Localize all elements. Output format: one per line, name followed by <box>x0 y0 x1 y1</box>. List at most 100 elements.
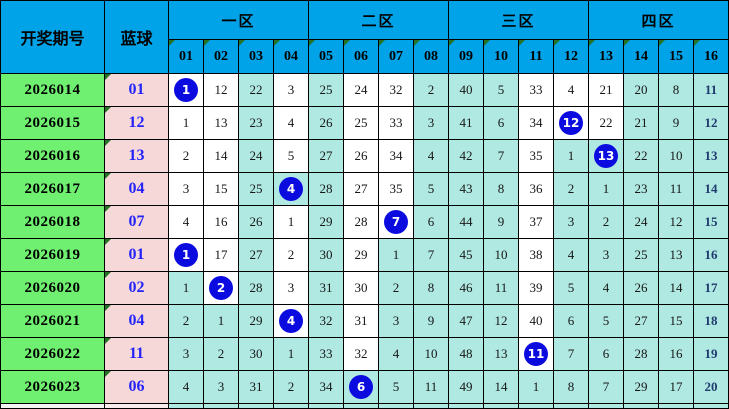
hit-ball-cell: 7 <box>379 206 414 239</box>
hit-ball-cell: 1 <box>169 239 204 272</box>
miss-cell: 6 <box>589 338 624 371</box>
miss-cell: 48 <box>449 338 484 371</box>
period-cell: 2026020 <box>1 272 105 305</box>
miss-cell: 47 <box>449 305 484 338</box>
miss-cell: 31 <box>239 371 274 404</box>
col-header-09: 09 <box>449 40 484 74</box>
hit-ball-cell: 4 <box>274 173 309 206</box>
miss-cell: 38 <box>519 239 554 272</box>
miss-cell: 16 <box>204 206 239 239</box>
miss-cell: 25 <box>309 74 344 107</box>
miss-cell: 20 <box>694 371 729 404</box>
hit-ball-circle: 6 <box>349 375 373 399</box>
col-header-11: 11 <box>519 40 554 74</box>
next-row-cell-sliver <box>379 404 414 409</box>
miss-cell: 17 <box>204 239 239 272</box>
miss-cell: 1 <box>589 173 624 206</box>
miss-cell: 24 <box>239 140 274 173</box>
miss-cell: 46 <box>449 272 484 305</box>
next-row-cell-sliver <box>204 404 239 409</box>
miss-cell: 14 <box>204 140 239 173</box>
miss-cell: 10 <box>659 140 694 173</box>
miss-cell: 26 <box>309 107 344 140</box>
miss-cell: 13 <box>694 140 729 173</box>
hit-ball-circle: 1 <box>174 78 198 102</box>
blue-ball-cell: 01 <box>105 74 169 107</box>
miss-cell: 14 <box>659 272 694 305</box>
miss-cell: 21 <box>624 107 659 140</box>
period-cell: 2026014 <box>1 74 105 107</box>
miss-cell: 33 <box>519 74 554 107</box>
hit-ball-cell: 12 <box>554 107 589 140</box>
miss-cell: 13 <box>484 338 519 371</box>
miss-cell: 15 <box>204 173 239 206</box>
miss-cell: 5 <box>589 305 624 338</box>
miss-cell: 27 <box>344 173 379 206</box>
next-row-cell-sliver <box>659 404 694 409</box>
period-cell: 2026022 <box>1 338 105 371</box>
miss-cell: 42 <box>449 140 484 173</box>
col-header-10: 10 <box>484 40 519 74</box>
hit-ball-circle: 2 <box>209 276 233 300</box>
hit-ball-circle: 12 <box>559 111 583 135</box>
hit-ball-circle: 7 <box>384 210 408 234</box>
col-header-01: 01 <box>169 40 204 74</box>
miss-cell: 24 <box>344 74 379 107</box>
hit-ball-circle: 4 <box>279 309 303 333</box>
miss-cell: 27 <box>624 305 659 338</box>
next-row-cell-sliver <box>274 404 309 409</box>
miss-cell: 11 <box>694 74 729 107</box>
blue-ball-cell: 06 <box>105 371 169 404</box>
miss-cell: 30 <box>309 239 344 272</box>
blue-ball-cell: 13 <box>105 140 169 173</box>
period-cell: 2026016 <box>1 140 105 173</box>
miss-cell: 35 <box>519 140 554 173</box>
miss-cell: 2 <box>554 173 589 206</box>
miss-cell: 3 <box>204 371 239 404</box>
miss-cell: 4 <box>379 338 414 371</box>
miss-cell: 40 <box>519 305 554 338</box>
miss-cell: 5 <box>274 140 309 173</box>
blue-ball-cell: 12 <box>105 107 169 140</box>
miss-cell: 27 <box>309 140 344 173</box>
col-header-12: 12 <box>554 40 589 74</box>
miss-cell: 10 <box>414 338 449 371</box>
next-row-cell-sliver <box>449 404 484 409</box>
miss-cell: 2 <box>414 74 449 107</box>
miss-cell: 22 <box>589 107 624 140</box>
miss-cell: 3 <box>169 173 204 206</box>
hit-ball-cell: 6 <box>344 371 379 404</box>
col-header-13: 13 <box>589 40 624 74</box>
miss-cell: 25 <box>344 107 379 140</box>
miss-cell: 1 <box>274 206 309 239</box>
blue-ball-cell: 07 <box>105 206 169 239</box>
miss-cell: 18 <box>694 305 729 338</box>
zone-header-4: 四区 <box>589 1 729 40</box>
hit-ball-circle: 13 <box>594 144 618 168</box>
miss-cell: 17 <box>694 272 729 305</box>
miss-cell: 16 <box>659 338 694 371</box>
miss-cell: 9 <box>414 305 449 338</box>
hit-ball-cell: 13 <box>589 140 624 173</box>
col-header-16: 16 <box>694 40 729 74</box>
miss-cell: 4 <box>589 272 624 305</box>
next-row-cell-sliver <box>554 404 589 409</box>
miss-cell: 35 <box>379 173 414 206</box>
miss-cell: 17 <box>659 371 694 404</box>
miss-cell: 14 <box>484 371 519 404</box>
miss-cell: 27 <box>239 239 274 272</box>
miss-cell: 1 <box>379 239 414 272</box>
next-row-cell-sliver <box>414 404 449 409</box>
miss-cell: 49 <box>449 371 484 404</box>
miss-cell: 2 <box>589 206 624 239</box>
period-cell: 2026021 <box>1 305 105 338</box>
next-row-cell-sliver <box>169 404 204 409</box>
miss-cell: 8 <box>659 74 694 107</box>
miss-cell: 45 <box>449 239 484 272</box>
header-blue-ball: 蓝球 <box>105 1 169 74</box>
miss-cell: 30 <box>344 272 379 305</box>
miss-cell: 1 <box>204 305 239 338</box>
blue-ball-cell: 04 <box>105 305 169 338</box>
blue-ball-cell: 04 <box>105 173 169 206</box>
